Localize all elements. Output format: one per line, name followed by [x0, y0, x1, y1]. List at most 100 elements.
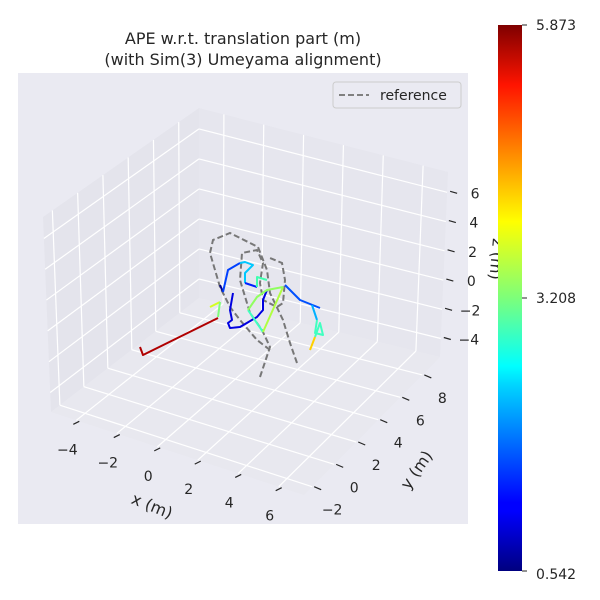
estimated-trajectory-segment — [139, 317, 219, 356]
colorbar-tick-label-max: 5.873 — [536, 18, 576, 34]
z-gridline-right — [198, 158, 447, 223]
x-gridline-floor — [278, 350, 417, 488]
x-tick-label: −2 — [97, 456, 118, 472]
y-tick — [357, 441, 366, 446]
y-tick — [402, 396, 410, 401]
x-tick — [234, 473, 242, 478]
estimated-trajectory-segment — [247, 286, 284, 311]
z-tick — [444, 307, 453, 311]
estimated-trajectory-segment — [256, 276, 268, 287]
y-gridline-floor — [107, 367, 357, 443]
z-gridline-right — [198, 278, 441, 340]
colorbar-tick-label-min: 0.542 — [536, 567, 576, 583]
z-tick-label: −2 — [460, 303, 481, 319]
y-tick — [424, 374, 432, 379]
z-gridline-left — [46, 188, 200, 301]
estimated-trajectory-segment — [209, 301, 221, 308]
x-tick — [153, 447, 161, 452]
z-gridline-right — [198, 248, 443, 310]
x-tick — [113, 434, 121, 439]
z-tick — [443, 336, 451, 341]
grid-lines — [43, 114, 448, 488]
y-tick-label: 8 — [438, 391, 447, 407]
y-gridline-wall — [77, 192, 85, 387]
z-tick — [449, 190, 458, 194]
estimated-trajectory-segment — [247, 309, 264, 333]
x-tick — [275, 487, 282, 492]
colorbar-gradient — [498, 25, 522, 571]
x-gridline-floor — [116, 312, 263, 435]
x-tick-label: 2 — [184, 482, 193, 498]
y-gridline-floor — [83, 386, 335, 465]
x-gridline-wall — [299, 134, 305, 323]
estimated-trajectory-segment — [217, 301, 221, 318]
x-tick — [194, 460, 202, 465]
x-tick — [73, 420, 80, 425]
y-gridline-wall — [152, 139, 157, 332]
estimated-trajectory-segment — [309, 336, 316, 351]
y-gridline-wall — [51, 210, 61, 406]
y-gridline-floor — [131, 349, 379, 421]
trajectories — [139, 231, 324, 378]
z-tick-label: −4 — [458, 333, 479, 349]
z-tick — [447, 249, 455, 253]
chart-title-line2: (with Sim(3) Umeyama alignment) — [104, 50, 381, 69]
x-tick-label: 0 — [144, 469, 153, 485]
x-gridline-wall — [376, 155, 384, 342]
y-tick-label: 0 — [350, 480, 359, 496]
estimated-trajectory-segment — [311, 304, 318, 321]
y-tick — [313, 486, 322, 491]
y-tick-label: 6 — [416, 413, 425, 429]
z-gridline-left — [49, 278, 200, 393]
chart-title-line1: APE w.r.t. translation part (m) — [125, 29, 361, 48]
estimated-trajectory-segment — [262, 286, 284, 333]
z-gridline-right — [198, 188, 445, 252]
x-gridline-floor — [75, 303, 224, 421]
x-tick-label: −4 — [57, 442, 78, 458]
x-tick-label: 6 — [265, 509, 274, 525]
z-gridline-right — [198, 128, 448, 193]
reference-trajectory — [208, 231, 298, 364]
estimated-trajectory-segment — [222, 262, 241, 293]
z-tick — [448, 220, 457, 224]
z-gridline-left — [43, 128, 200, 239]
y-tick — [380, 419, 388, 424]
x-gridline-wall — [338, 145, 345, 333]
z-gridline-left — [47, 218, 200, 332]
z-gridline-right — [198, 218, 444, 281]
y-gridline-floor — [179, 312, 423, 376]
floor-pane — [51, 298, 440, 495]
y-tick-label: −2 — [322, 503, 343, 519]
y-tick — [335, 463, 344, 468]
y-tick-label: 2 — [372, 458, 381, 474]
legend-reference-label: reference — [380, 88, 447, 104]
z-tick-label: 2 — [468, 245, 477, 261]
estimated-trajectory-segment — [244, 282, 258, 288]
colorbar-tick-label-mid: 3.208 — [536, 291, 576, 307]
y-tick-label: 4 — [394, 436, 403, 452]
x-tick-label: 4 — [225, 495, 234, 511]
x-gridline-wall — [415, 165, 424, 352]
y-gridline-wall — [178, 122, 181, 313]
x-gridline-floor — [237, 341, 378, 474]
y-gridline-wall — [127, 157, 133, 350]
z-tick-label: 0 — [467, 274, 476, 290]
z-tick — [446, 278, 454, 282]
y-gridline-floor — [155, 330, 401, 398]
colorbar: 5.873 3.208 0.542 — [498, 18, 576, 583]
z-gridline-left — [48, 248, 200, 363]
y-gridline-floor — [59, 404, 313, 488]
x-gridline-wall — [261, 124, 265, 314]
x-gridline-floor — [156, 322, 301, 448]
y-gridline-wall — [102, 175, 109, 369]
x-gridline-wall — [222, 114, 225, 304]
estimated-trajectory-segment — [227, 289, 268, 329]
legend: reference — [332, 81, 462, 109]
z-tick-label: 6 — [471, 186, 480, 202]
legend-box — [332, 81, 462, 109]
estimated-trajectory-segment — [314, 319, 324, 338]
z-tick-label: 4 — [469, 216, 478, 232]
